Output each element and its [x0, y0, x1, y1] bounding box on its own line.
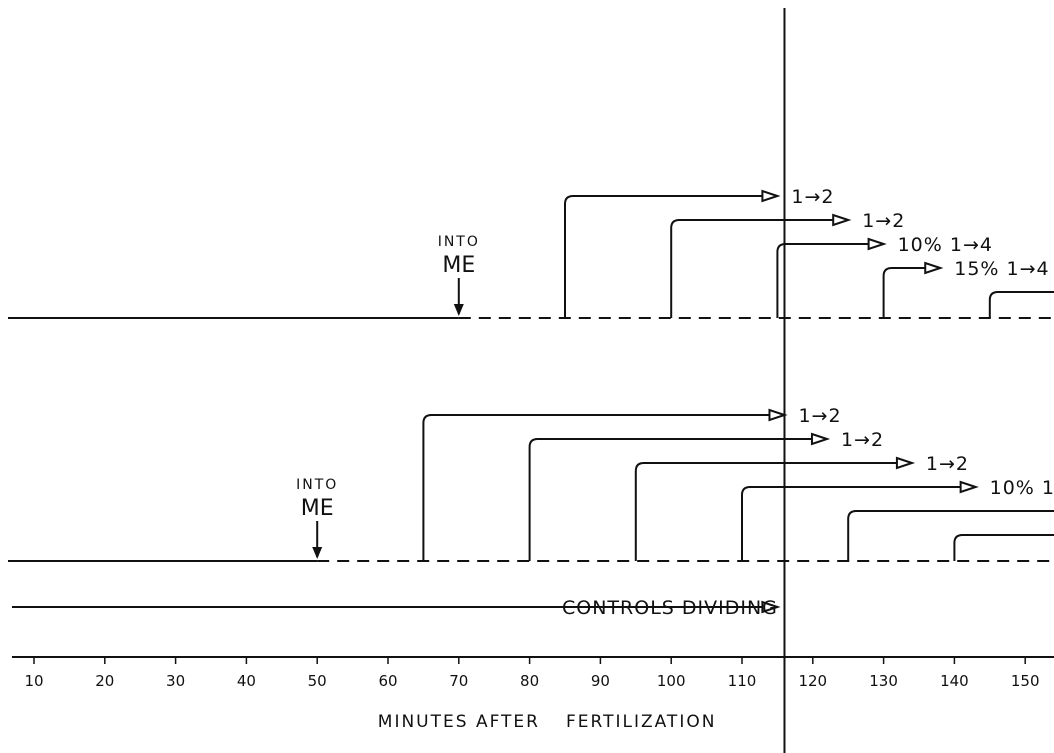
- arrow-head: [959, 480, 979, 494]
- arrow-path: [422, 414, 770, 561]
- x-tick-label: 30: [166, 672, 185, 690]
- arrow-label: 10% 1→4: [990, 477, 1054, 499]
- arrow-path: [988, 291, 1054, 318]
- arrow-head: [832, 213, 852, 227]
- arrow-path: [670, 219, 834, 318]
- cleavage-arrow: 1→2: [634, 453, 969, 561]
- cleavage-arrow: 1→2: [670, 210, 905, 318]
- x-axis-ticks: [33, 657, 1026, 664]
- into-label: INTO: [438, 234, 480, 250]
- x-tick-label: 130: [869, 672, 898, 690]
- medium-label: ME: [442, 253, 475, 278]
- axis-title-right: FERTILIZATION: [566, 712, 716, 732]
- arrow-head: [867, 237, 887, 251]
- arrow-path: [953, 534, 1054, 561]
- controls-label: CONTROLS DIVIDING: [562, 597, 778, 619]
- arrow-label: 1→2: [791, 186, 834, 208]
- cleavage-arrow: 15% 1→4: [882, 258, 1049, 318]
- x-tick-label: 20: [95, 672, 114, 690]
- cleavage-arrow: 50% 1→4: [988, 291, 1054, 318]
- arrow-head: [761, 600, 781, 614]
- arrow-path: [776, 243, 869, 318]
- medium-label: ME: [301, 496, 334, 521]
- x-tick-label: 70: [449, 672, 468, 690]
- cleavage-arrow: 1→2: [528, 429, 884, 561]
- arrow-head: [810, 432, 831, 446]
- into-label: INTO: [296, 477, 338, 493]
- arrow-path: [634, 462, 897, 561]
- arrow-path: [847, 510, 1054, 561]
- controls-row: CONTROLS DIVIDING: [12, 597, 781, 619]
- arrow-head: [761, 189, 781, 203]
- transfer-arrow-head: [312, 547, 323, 559]
- arrow-path: [882, 267, 926, 318]
- arrow-label: 15% 1→4: [954, 258, 1049, 280]
- arrow-path: [564, 195, 763, 318]
- x-tick-label: 10: [24, 672, 43, 690]
- x-tick-label: 90: [591, 672, 610, 690]
- x-axis-tick-labels: 1020304050607080901001101201301401501601…: [24, 672, 1040, 690]
- arrow-label: 1→2: [841, 429, 884, 451]
- arrow-label: 10% 1→4: [898, 234, 993, 256]
- cleavage-arrow: 50% 1→4: [847, 510, 1054, 561]
- axis-title-left: MINUTES AFTER: [378, 712, 540, 732]
- arrow-path: [528, 438, 812, 561]
- arrow-head: [924, 261, 944, 275]
- arrow-head: [768, 408, 788, 422]
- arrow-head: [895, 456, 916, 470]
- transfer-arrow-head: [453, 304, 464, 316]
- x-tick-label: 150: [1011, 672, 1040, 690]
- cleavage-arrow: 1→2: [422, 405, 841, 561]
- x-tick-label: 80: [520, 672, 539, 690]
- arrow-label: 1→2: [798, 405, 841, 427]
- x-tick-label: 140: [940, 672, 969, 690]
- cleavage-arrow: 1→2: [564, 186, 834, 318]
- x-tick-label: 40: [237, 672, 256, 690]
- arrow-path: [741, 486, 961, 561]
- x-tick-label: 120: [798, 672, 827, 690]
- x-tick-label: 110: [728, 672, 757, 690]
- x-tick-label: 100: [657, 672, 686, 690]
- arrow-label: 1→2: [862, 210, 905, 232]
- x-tick-label: 60: [378, 672, 397, 690]
- x-tick-label: 50: [308, 672, 327, 690]
- arrow-label: 1→2: [926, 453, 969, 475]
- cleavage-arrow: 75% 1→4: [953, 534, 1054, 561]
- cleavage-arrow: 10% 1→4: [741, 477, 1054, 561]
